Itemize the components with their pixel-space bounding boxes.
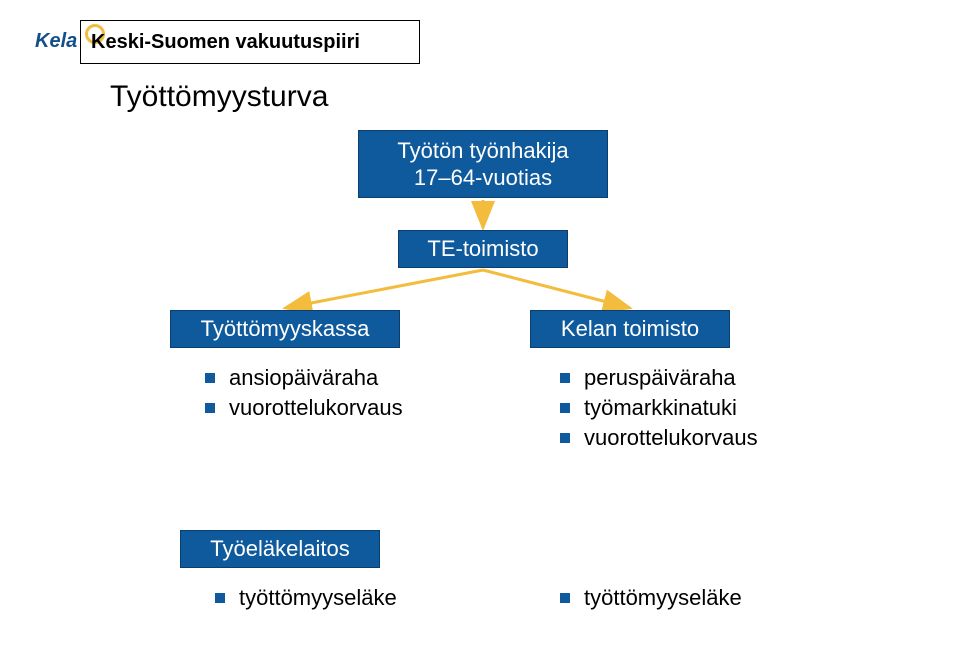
bullet-square-icon	[560, 433, 570, 443]
node-kela: Kelan toimisto	[530, 310, 730, 348]
kela-logo-text: Kela	[35, 30, 77, 52]
bullet-group-tyoelake_items: työttömyyseläke	[215, 585, 397, 615]
node-te: TE-toimisto	[398, 230, 568, 268]
bullet-square-icon	[215, 593, 225, 603]
bullet-group-kassa_items: ansiopäiväraha vuorottelukorvaus	[205, 365, 403, 425]
node-tyoelake: Työeläkelaitos	[180, 530, 380, 568]
bullet-group-kela_items: peruspäiväraha työmarkkinatuki vuorotteluk…	[560, 365, 758, 455]
bullet-label: työmarkkinatuki	[584, 395, 737, 421]
bullet-label: vuorottelukorvaus	[229, 395, 403, 421]
bullet-item: peruspäiväraha	[560, 365, 758, 391]
page-title: Työttömyysturva	[110, 80, 328, 114]
bullet-square-icon	[205, 373, 215, 383]
bullet-item: ansiopäiväraha	[205, 365, 403, 391]
bullet-item: työttömyyseläke	[215, 585, 397, 611]
bullet-item: vuorottelukorvaus	[560, 425, 758, 451]
node-root: Työtön työnhakija17–64-vuotias	[358, 130, 608, 198]
bullet-item: työttömyyseläke	[560, 585, 742, 611]
node-kassa: Työttömyyskassa	[170, 310, 400, 348]
bullet-item: työmarkkinatuki	[560, 395, 758, 421]
header-text: Keski-Suomen vakuutuspiiri	[91, 31, 360, 54]
bullet-square-icon	[205, 403, 215, 413]
bullet-square-icon	[560, 593, 570, 603]
bullet-label: työttömyyseläke	[239, 585, 397, 611]
bullet-label: peruspäiväraha	[584, 365, 736, 391]
bullet-label: ansiopäiväraha	[229, 365, 378, 391]
bullet-square-icon	[560, 403, 570, 413]
bullet-label: vuorottelukorvaus	[584, 425, 758, 451]
bullet-square-icon	[560, 373, 570, 383]
bullet-label: työttömyyseläke	[584, 585, 742, 611]
bullet-group-bottom_right_items: työttömyyseläke	[560, 585, 742, 615]
bullet-item: vuorottelukorvaus	[205, 395, 403, 421]
header-frame: Keski-Suomen vakuutuspiiri	[80, 20, 420, 64]
